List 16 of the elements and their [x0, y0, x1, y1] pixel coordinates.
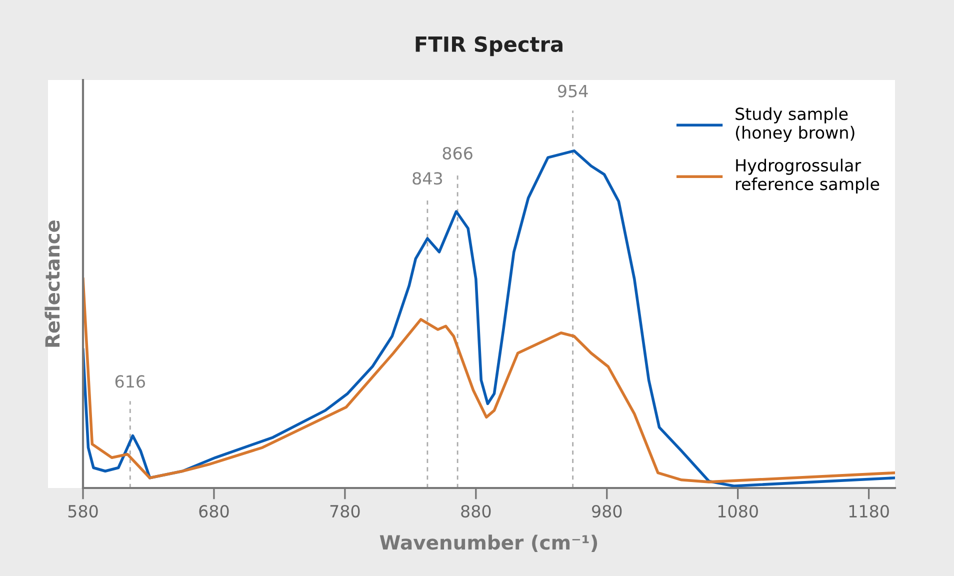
ref-line-label: 954	[558, 84, 588, 98]
x-tick-label: 580	[68, 504, 98, 518]
ref-line-label: 843	[412, 172, 442, 185]
x-tick-label: 780	[330, 504, 360, 518]
y-axis-title: Reflectance	[44, 220, 60, 347]
legend-label: Hydrogrossular reference sample	[736, 158, 880, 194]
x-tick-label: 1080	[718, 504, 758, 518]
ref-line-label: 616	[115, 375, 146, 388]
x-axis-title: Wavenumber (cm⁻¹)	[380, 534, 598, 552]
x-tick-label: 980	[592, 504, 622, 518]
x-tick-label: 680	[199, 504, 229, 518]
ref-line-label: 866	[442, 146, 472, 160]
x-tick-label: 880	[461, 504, 491, 518]
x-tick-label: 1180	[849, 504, 889, 518]
chart-title: FTIR Spectra	[416, 36, 562, 56]
legend-label: Study sample (honey brown)	[736, 107, 854, 142]
